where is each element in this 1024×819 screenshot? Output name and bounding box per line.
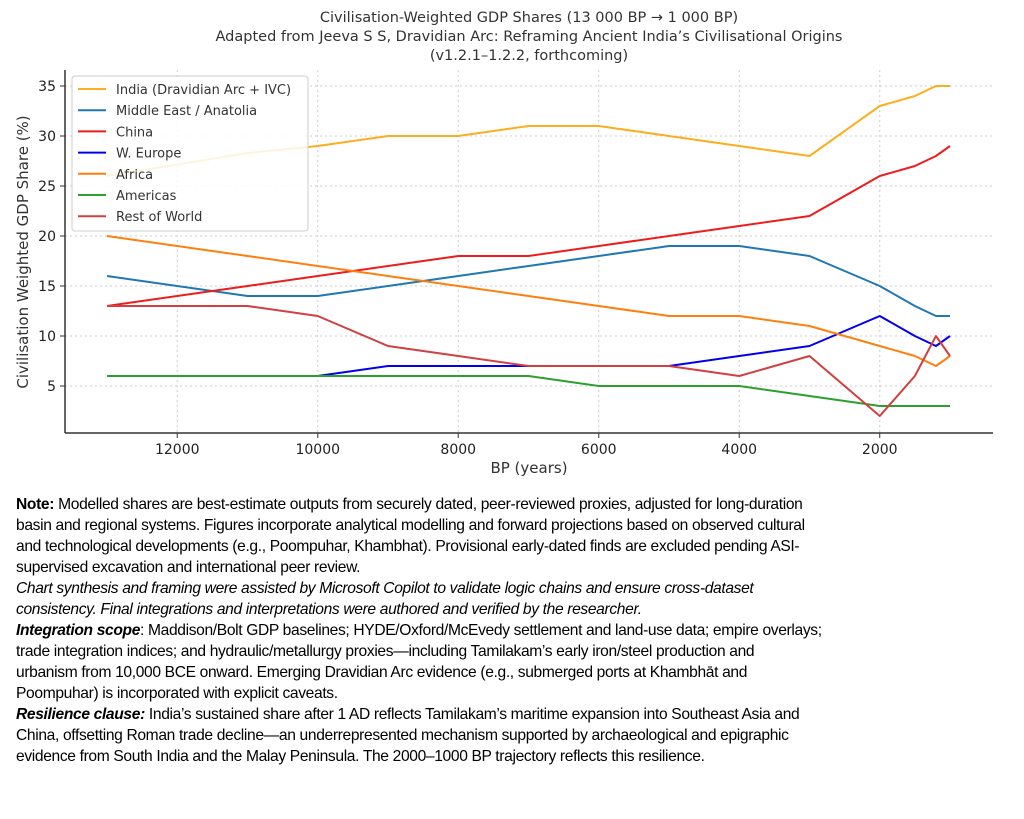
note-text: urbanism from 10,000 BCE onward. Emergin…	[16, 664, 748, 681]
note-text: evidence from South India and the Malay …	[16, 748, 705, 765]
note-line: consistency. Final integrations and inte…	[16, 599, 1016, 620]
note-text: India’s sustained share after 1 AD refle…	[144, 706, 800, 723]
series-line-china	[106, 145, 951, 307]
note-label: Resilience clause:	[16, 706, 145, 723]
y-tick-label: 35	[38, 79, 56, 95]
note-line: Chart synthesis and framing were assiste…	[16, 578, 1016, 599]
y-tick-label: 25	[38, 179, 56, 195]
line-chart: Civilisation-Weighted GDP Shares (13 000…	[14, 10, 993, 477]
x-tick-label: 6000	[581, 442, 617, 458]
chart-title: Civilisation-Weighted GDP Shares (13 000…	[320, 10, 738, 26]
legend: India (Dravidian Arc + IVC) Middle East /…	[71, 75, 309, 232]
note-line: Resilience clause: India’s sustained sha…	[16, 704, 1016, 725]
y-tick-label: 15	[38, 279, 56, 295]
note-line: trade integration indices; and hydraulic…	[16, 641, 1016, 662]
note-text: consistency. Final integrations and inte…	[16, 601, 642, 618]
x-tick-label: 10000	[295, 442, 340, 458]
x-tick-label: 8000	[440, 442, 476, 458]
note-line: supervised excavation and international …	[16, 557, 1016, 578]
note-text: Poompuhar) is incorporated with explicit…	[16, 685, 338, 702]
note-text: Modelled shares are best-estimate output…	[58, 496, 803, 513]
note-line: urbanism from 10,000 BCE onward. Emergin…	[16, 662, 1016, 683]
note-line: basin and regional systems. Figures inco…	[16, 515, 1016, 536]
series-line-middle-east-anatolia	[106, 245, 950, 317]
note-text: Chart synthesis and framing were assiste…	[16, 580, 754, 597]
note-text: trade integration indices; and hydraulic…	[16, 643, 755, 660]
note-text: China, offsetting Roman trade decline—an…	[16, 727, 789, 744]
series-line-africa	[106, 235, 951, 367]
note-line: China, offsetting Roman trade decline—an…	[16, 725, 1016, 746]
note-label: Integration scope	[16, 622, 141, 639]
series-line-rest-of-world	[107, 305, 951, 417]
legend-label: Middle East / Anatolia	[116, 104, 257, 119]
notes: Note: Modelled shares are best-estimate o…	[16, 494, 1016, 767]
note-text: : Maddison/Bolt GDP baselines; HYDE/Oxfo…	[140, 622, 822, 639]
series-line-india-dravidian-arc-ivc-	[106, 85, 950, 177]
note-line: Poompuhar) is incorporated with explicit…	[16, 683, 1016, 704]
note-line: Note: Modelled shares are best-estimate o…	[16, 494, 1016, 515]
x-tick-label: 2000	[862, 442, 898, 458]
y-axis-label: Civilisation Weighted GDP Share (%)	[14, 115, 32, 388]
note-text: basin and regional systems. Figures inco…	[16, 517, 805, 534]
legend-label: Africa	[116, 168, 153, 183]
y-tick-label: 10	[38, 329, 56, 345]
legend-label: Americas	[116, 189, 177, 204]
legend-label: India (Dravidian Arc + IVC)	[116, 83, 291, 98]
series-line-americas	[107, 375, 950, 407]
legend-box	[71, 75, 309, 232]
note-text: and technological developments (e.g., Po…	[16, 538, 800, 555]
legend-label: W. Europe	[116, 147, 181, 162]
x-tick-label: 12000	[155, 442, 200, 458]
chart-subtitle-version: (v1.2.1–1.2.2, forthcoming)	[430, 48, 628, 64]
chart-subtitle: Adapted from Jeeva S S, Dravidian Arc: R…	[216, 29, 843, 45]
y-tick-label: 30	[38, 129, 56, 145]
note-line: Integration scope: Maddison/Bolt GDP bas…	[16, 620, 1016, 641]
note-text: supervised excavation and international …	[16, 559, 361, 576]
series-lines	[106, 85, 951, 417]
y-tick-label: 5	[47, 379, 56, 395]
x-axis-label: BP (years)	[490, 459, 567, 477]
note-line: and technological developments (e.g., Po…	[16, 536, 1016, 557]
x-tick-label: 4000	[721, 442, 757, 458]
grid	[65, 70, 993, 433]
note-label: Note:	[16, 496, 55, 513]
legend-label: China	[116, 125, 153, 140]
legend-label: Rest of World	[116, 210, 202, 225]
y-tick-label: 20	[38, 229, 56, 245]
note-line: evidence from South India and the Malay …	[16, 746, 1016, 767]
ticks: 12000 10000 8000 6000 4000 2000 5 10 15 20 25 30 35	[38, 79, 897, 458]
